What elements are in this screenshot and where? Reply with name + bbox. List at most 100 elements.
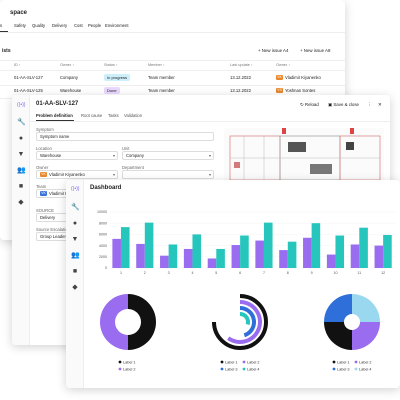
briefcase-icon[interactable]: ■ — [72, 268, 78, 275]
pie-slice — [352, 322, 380, 350]
avatar: YS — [276, 88, 283, 94]
tag-icon[interactable]: ◆ — [18, 199, 24, 206]
column-header[interactable]: Owner ↑ — [60, 63, 75, 67]
legend-label: Label 2 — [123, 367, 135, 371]
avatar: VK — [40, 172, 47, 178]
donut-hole — [115, 309, 141, 335]
new-issue-a4-button[interactable]: + New issue A4 — [258, 48, 289, 53]
floor-plan-marker — [350, 128, 354, 134]
bar-8-series-0 — [279, 250, 288, 268]
briefcase-icon[interactable]: ■ — [18, 183, 24, 190]
bar-7-series-1 — [263, 222, 273, 268]
compass-icon[interactable]: ● — [72, 220, 78, 227]
tab-1[interactable]: Safety — [14, 23, 26, 28]
person-name: Vladimir Kiyanenko — [285, 75, 321, 80]
users-icon[interactable]: 👥 — [17, 167, 26, 174]
legend-swatch — [332, 367, 336, 371]
pie-slice — [352, 294, 380, 322]
chevron-down-icon: ▾ — [112, 153, 115, 158]
floor-plan-fixture — [310, 164, 332, 174]
bar-3-series-0 — [160, 255, 169, 268]
row-owner: Warehouse — [60, 88, 82, 93]
legend-swatch — [354, 360, 358, 364]
tab-4[interactable]: Cost — [74, 23, 83, 28]
symptom-label: Symptom — [36, 127, 54, 132]
x-tick-label: 12 — [381, 271, 385, 275]
filter-icon[interactable]: ▼ — [17, 151, 25, 158]
column-header[interactable]: Status ↑ — [104, 63, 118, 67]
tab-3[interactable]: Delivery — [52, 23, 68, 28]
tab-6[interactable]: Environment — [105, 23, 129, 28]
bar-4-series-0 — [183, 248, 193, 268]
donut-slice — [100, 294, 128, 350]
pie-center — [344, 314, 360, 330]
x-tick-label: 10 — [333, 271, 337, 275]
legend-label: Label 3 — [225, 367, 237, 371]
unit-select[interactable]: Company ▾ — [122, 151, 214, 160]
row-date: 13.12.2022 — [230, 88, 251, 93]
active-tab-indicator — [36, 120, 74, 121]
x-tick-label: 6 — [239, 271, 241, 275]
x-tick-label: 7 — [263, 271, 265, 275]
tab-tasks[interactable]: Tasks — [108, 113, 119, 118]
floor-plan-drawing[interactable] — [224, 128, 384, 188]
owner-label: Owner — [36, 165, 49, 170]
tab-problem-definition[interactable]: Problem definition — [36, 113, 73, 118]
reload-label: Reload — [304, 102, 319, 107]
donut-slice — [128, 294, 156, 350]
column-header[interactable]: Owner ↑ — [276, 63, 291, 67]
x-tick-label: 4 — [191, 271, 193, 275]
team-label: Team — [36, 184, 47, 189]
row-id: 01-AA-SLV-125 — [14, 88, 43, 93]
legend-label: Label 4 — [359, 367, 371, 371]
tab-validation[interactable]: Validation — [124, 113, 143, 118]
unit-label: Unit — [122, 146, 130, 151]
x-tick-label: 9 — [311, 271, 313, 275]
department-select[interactable]: ▾ — [122, 170, 214, 179]
tab-0[interactable]: s — [0, 23, 3, 28]
table-row[interactable]: 01-AA-SLV-127 Company In progress Team memb… — [0, 73, 345, 86]
new-issue-a8-button[interactable]: + New issue A8 — [300, 48, 331, 53]
column-header[interactable]: Last update ↑ — [230, 63, 253, 67]
dashboard-title: Dashboard — [90, 185, 122, 191]
tag-icon[interactable]: ◆ — [72, 284, 78, 291]
wrench-icon[interactable]: 🔧 — [71, 204, 80, 211]
column-header[interactable]: Member ↑ — [148, 63, 165, 67]
bar-1-series-0 — [112, 238, 121, 268]
tab-5[interactable]: People — [88, 23, 102, 28]
bar-3-series-1 — [168, 244, 178, 268]
column-header[interactable]: ID ↑ — [14, 63, 21, 67]
source-value: Delivery — [40, 215, 56, 220]
save-close-button[interactable]: ▣ Save & close — [328, 102, 359, 108]
filter-icon[interactable]: ▼ — [71, 236, 79, 243]
legend-swatch — [220, 367, 224, 371]
legend-swatch — [242, 360, 246, 364]
owner-value: Vladimir Kiyanenko — [49, 172, 85, 177]
users-icon[interactable]: 👥 — [71, 252, 80, 259]
reload-icon: ↻ — [300, 102, 305, 107]
tab-root-cause[interactable]: Root cause — [81, 113, 103, 118]
tab-2[interactable]: Quality — [32, 23, 46, 28]
bar-6-series-1 — [240, 235, 249, 268]
owner-select[interactable]: VK Vladimir Kiyanenko ▾ — [36, 170, 118, 179]
section-title: ists — [2, 48, 11, 54]
legend-swatch — [118, 367, 122, 371]
category-tabs: s Safety Quality Delivery Cost People Environm… — [0, 22, 345, 30]
reload-button[interactable]: ↻ Reload — [300, 102, 319, 108]
close-button[interactable]: ✕ — [378, 102, 382, 107]
symptom-input[interactable]: Symptom name — [36, 132, 214, 141]
person-name: Yoshnan Sontes — [285, 88, 316, 93]
y-tick-label: 2000 — [99, 255, 107, 259]
bar-6-series-0 — [231, 245, 241, 268]
bar-12-series-0 — [374, 245, 384, 268]
wrench-icon[interactable]: 🔧 — [17, 119, 26, 126]
compass-icon[interactable]: ● — [18, 135, 24, 142]
bar-4-series-1 — [192, 234, 202, 268]
pie-slice — [324, 294, 352, 322]
location-select[interactable]: Warehouse ▾ — [36, 151, 118, 160]
x-tick-label: 2 — [144, 271, 146, 275]
x-tick-label: 3 — [168, 271, 170, 275]
active-tab-indicator — [0, 31, 8, 32]
floor-plan-marker — [234, 162, 240, 168]
more-button[interactable]: ⋮ — [367, 102, 372, 107]
